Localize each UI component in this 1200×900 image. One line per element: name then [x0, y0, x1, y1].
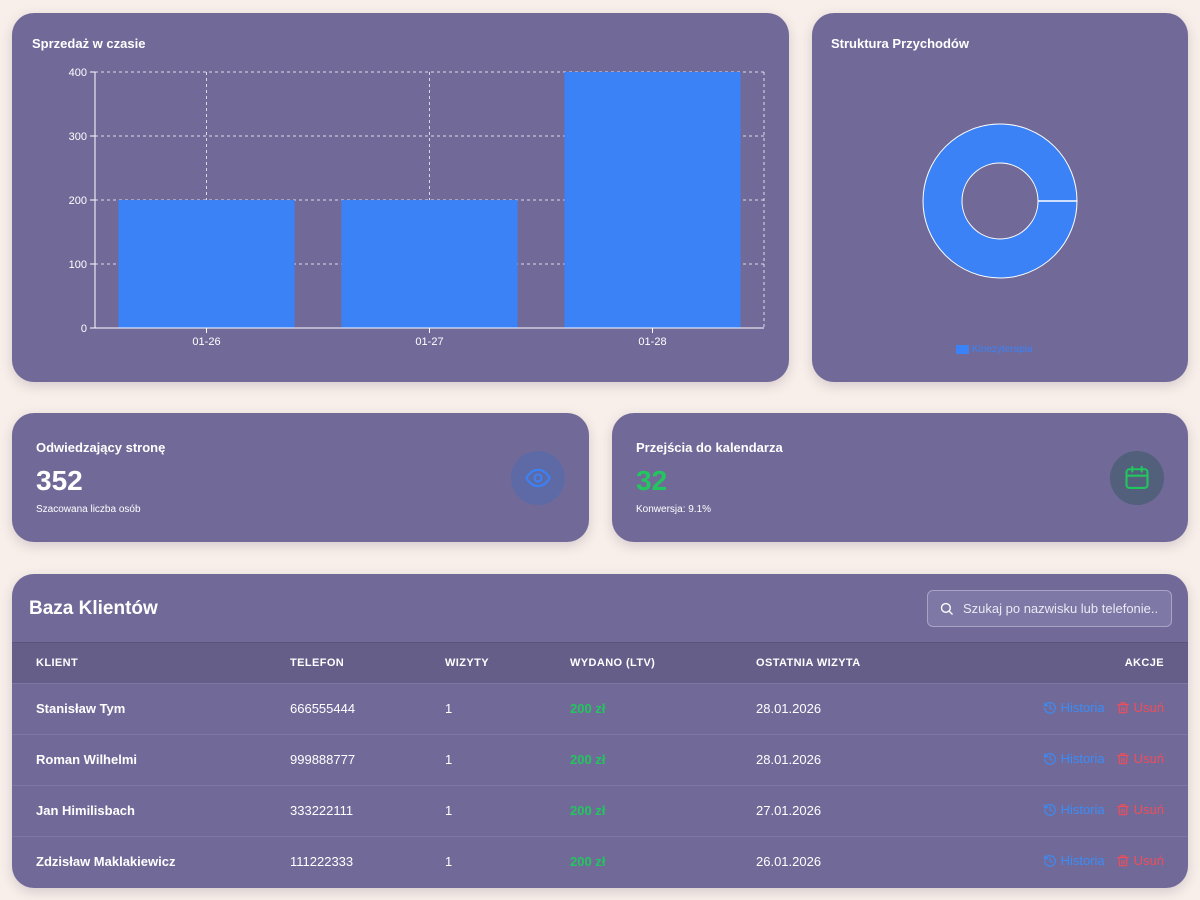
history-label: Historia — [1060, 802, 1105, 817]
history-label: Historia — [1060, 751, 1105, 766]
column-header-client[interactable]: KLIENT — [36, 657, 79, 669]
delete-button[interactable]: Usuń — [1116, 853, 1164, 868]
delete-label: Usuń — [1133, 802, 1164, 817]
history-button[interactable]: Historia — [1043, 853, 1105, 868]
client-visits: 1 — [445, 854, 453, 869]
history-icon — [1043, 803, 1056, 816]
donut-inner-edge — [961, 162, 1039, 240]
client-spent: 200 zł — [570, 854, 606, 869]
client-last-visit: 28.01.2026 — [756, 701, 822, 716]
visitors-stat-card: Odwiedzający stronę 352 Szacowana liczba… — [12, 413, 589, 542]
bar-01-26 — [118, 200, 295, 328]
visitors-label: Odwiedzający stronę — [36, 440, 166, 455]
client-spent: 200 zł — [570, 701, 606, 716]
client-search-input[interactable] — [963, 601, 1158, 616]
client-phone: 999888777 — [290, 752, 356, 767]
delete-label: Usuń — [1133, 751, 1164, 766]
legend-label: Kinezyterapia — [972, 344, 1033, 355]
history-icon — [1043, 854, 1056, 867]
history-button[interactable]: Historia — [1043, 700, 1105, 715]
bar-01-28 — [564, 72, 741, 328]
delete-label: Usuń — [1133, 853, 1164, 868]
table-header: KLIENT TELEFON WIZYTY WYDANO (LTV) OSTAT… — [12, 642, 1188, 683]
client-last-visit: 28.01.2026 — [756, 752, 822, 767]
sales-bar-chart: 0 100 200 300 400 01-26 01-27 01-28 — [69, 67, 765, 348]
clients-table-card: Baza Klientów KLIENT TELEFON WIZYTY WYDA… — [12, 574, 1188, 888]
client-name: Jan Himilisbach — [36, 803, 135, 818]
client-phone: 666555444 — [290, 701, 356, 716]
revenue-donut-chart — [922, 123, 1078, 279]
client-visits: 1 — [445, 803, 453, 818]
y-tick-label: 100 — [69, 259, 87, 271]
calendar-subtext: Konwersja: 9.1% — [636, 504, 712, 515]
history-icon — [1043, 752, 1056, 765]
client-search-box[interactable] — [927, 590, 1172, 627]
table-row[interactable]: Stanisław Tym 666555444 1 200 zł 28.01.2… — [12, 683, 1188, 734]
column-header-visits[interactable]: WIZYTY — [445, 657, 489, 669]
history-button[interactable]: Historia — [1043, 802, 1105, 817]
delete-button[interactable]: Usuń — [1116, 700, 1164, 715]
calendar-icon — [1110, 451, 1164, 505]
history-button[interactable]: Historia — [1043, 751, 1105, 766]
delete-button[interactable]: Usuń — [1116, 802, 1164, 817]
history-label: Historia — [1060, 853, 1105, 868]
x-tick-label: 01-26 — [192, 336, 220, 348]
table-row[interactable]: Jan Himilisbach 333222111 1 200 zł 27.01… — [12, 785, 1188, 836]
calendar-stat-card: Przejścia do kalendarza 32 Konwersja: 9.… — [612, 413, 1188, 542]
trash-icon — [1116, 701, 1129, 713]
calendar-value: 32 — [636, 465, 668, 496]
client-spent: 200 zł — [570, 752, 606, 767]
client-visits: 1 — [445, 701, 453, 716]
table-row[interactable]: Zdzisław Maklakiewicz 111222333 1 200 zł… — [12, 836, 1188, 887]
delete-button[interactable]: Usuń — [1116, 751, 1164, 766]
sales-chart-title: Sprzedaż w czasie — [32, 36, 146, 51]
bar-01-27 — [341, 200, 518, 328]
client-phone: 111222333 — [290, 854, 354, 869]
client-name: Zdzisław Maklakiewicz — [36, 854, 176, 869]
clients-title: Baza Klientów — [29, 598, 158, 619]
eye-icon — [511, 451, 565, 505]
trash-icon — [1116, 803, 1129, 815]
y-tick-label: 0 — [81, 323, 87, 335]
x-tick-label: 01-27 — [415, 336, 443, 348]
visitors-value: 352 — [36, 465, 83, 496]
trash-icon — [1116, 752, 1129, 764]
history-label: Historia — [1060, 700, 1105, 715]
y-tick-label: 300 — [69, 131, 87, 143]
calendar-label: Przejścia do kalendarza — [636, 440, 783, 455]
visitors-subtext: Szacowana liczba osób — [36, 504, 141, 515]
delete-label: Usuń — [1133, 700, 1164, 715]
column-header-actions: AKCJE — [1124, 657, 1164, 669]
y-tick-label: 400 — [69, 67, 87, 79]
client-last-visit: 26.01.2026 — [756, 854, 822, 869]
row-actions: Historia Usuń — [1043, 751, 1164, 766]
trash-icon — [1116, 854, 1129, 866]
revenue-structure-card: Struktura Przychodów Kinezyterapia — [812, 13, 1188, 382]
client-visits: 1 — [445, 752, 453, 767]
column-header-spent[interactable]: WYDANO (LTV) — [570, 657, 656, 669]
client-name: Stanisław Tym — [36, 701, 126, 716]
history-icon — [1043, 701, 1056, 714]
client-last-visit: 27.01.2026 — [756, 803, 822, 818]
legend-swatch — [956, 345, 969, 354]
row-actions: Historia Usuń — [1043, 802, 1164, 817]
client-spent: 200 zł — [570, 803, 606, 818]
client-phone: 333222111 — [290, 803, 354, 818]
sales-chart-card: 0 100 200 300 400 01-26 01-27 01-28 Sprzedaż w … — [12, 13, 789, 382]
column-header-last-visit[interactable]: OSTATNIA WIZYTA — [756, 657, 861, 669]
revenue-chart-title: Struktura Przychodów — [831, 36, 969, 51]
table-row[interactable]: Roman Wilhelmi 999888777 1 200 zł 28.01.… — [12, 734, 1188, 785]
row-actions: Historia Usuń — [1043, 853, 1164, 868]
x-tick-label: 01-28 — [638, 336, 666, 348]
revenue-legend[interactable]: Kinezyterapia — [956, 344, 1033, 355]
row-actions: Historia Usuń — [1043, 700, 1164, 715]
y-tick-label: 200 — [69, 195, 87, 207]
column-header-phone[interactable]: TELEFON — [290, 657, 345, 669]
client-name: Roman Wilhelmi — [36, 752, 138, 767]
search-icon — [940, 602, 953, 615]
